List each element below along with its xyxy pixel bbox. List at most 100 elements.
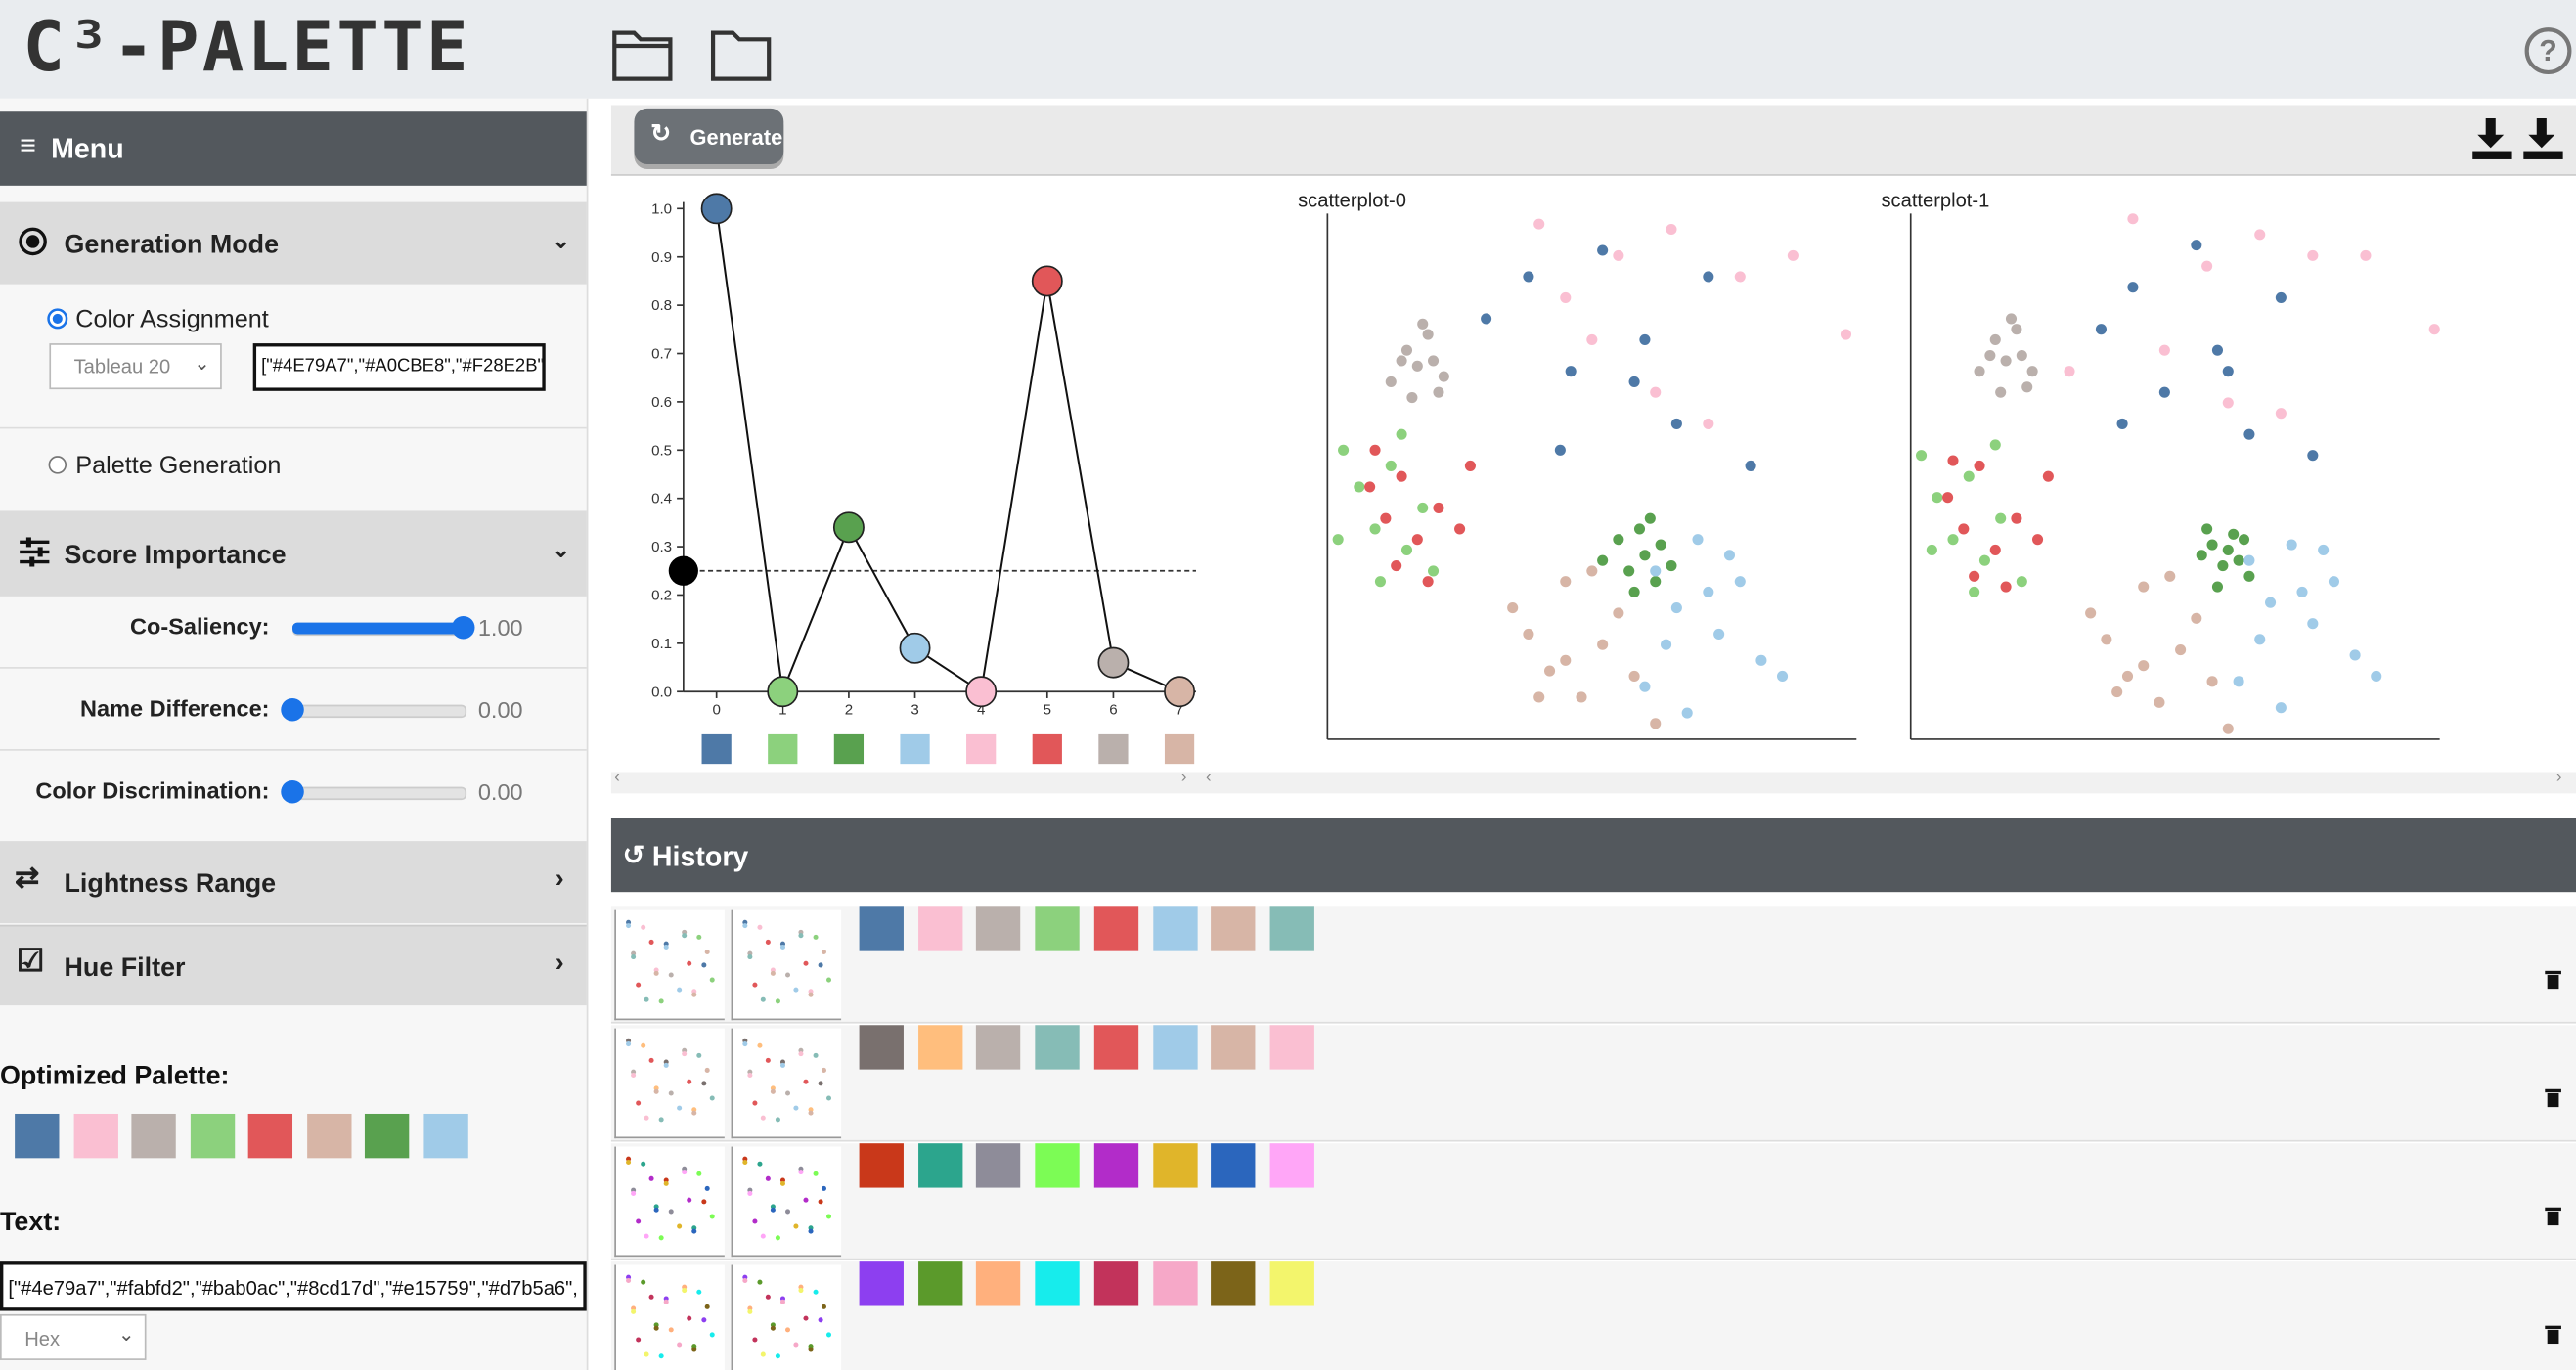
x-tick-label: 3 [910, 702, 918, 719]
slider-thumb[interactable] [281, 779, 304, 804]
color-swatch [1032, 733, 1062, 765]
point [2222, 366, 2234, 377]
history-row[interactable] [610, 1261, 2576, 1370]
palette-select[interactable]: Tableau 20 ⌄ [49, 343, 222, 390]
logo[interactable]: C³-PALETTE [22, 6, 471, 88]
thumb-dot [779, 1177, 785, 1183]
trash-icon[interactable] [2545, 967, 2561, 990]
y-tick-label: 0.9 [651, 249, 672, 266]
thumb-dot [701, 962, 707, 968]
help-icon[interactable]: ? [2523, 26, 2572, 75]
thumb-dot [641, 924, 646, 930]
thumb-dot [631, 1187, 637, 1193]
swatch [917, 1025, 962, 1070]
thumb-dot [709, 1095, 715, 1101]
thumb-dot [668, 1327, 674, 1333]
thumb-dot [648, 1175, 654, 1181]
point [1650, 718, 1662, 729]
swatch [917, 1143, 962, 1188]
point [2211, 344, 2224, 356]
menu-header[interactable]: ≡ Menu [0, 111, 587, 186]
point [1411, 360, 1423, 372]
thumb-dot [775, 1235, 780, 1241]
point [1507, 602, 1519, 614]
section-header[interactable]: Score Importance ⌄ [0, 510, 587, 597]
thumb-dot [747, 1072, 753, 1079]
thumb-dot [663, 1180, 669, 1186]
swatch [1035, 1143, 1080, 1188]
thumb-dot [765, 1057, 771, 1063]
radio-label[interactable]: Palette Generation [75, 451, 282, 480]
thumb-dot [813, 934, 819, 940]
history-row[interactable] [610, 1143, 2576, 1260]
thumb-dot [644, 996, 649, 1002]
thumb-dot [770, 1088, 776, 1094]
score-point [832, 511, 865, 544]
thumb-dot [653, 1325, 659, 1331]
format-select[interactable]: Hex ⌄ [0, 1313, 147, 1360]
radio-label[interactable]: Color Assignment [75, 305, 269, 334]
history-row[interactable] [610, 1025, 2576, 1142]
trash-icon[interactable] [2545, 1085, 2561, 1108]
thumb-dot [631, 950, 637, 956]
point [1958, 523, 1970, 535]
thumb-dot [631, 1305, 637, 1311]
thumb-dot [709, 1332, 715, 1338]
file-icons[interactable] [611, 23, 776, 82]
section-header[interactable]: Generation Mode ⌄ [0, 201, 587, 285]
score-line [715, 208, 1180, 696]
palette-input[interactable]: ["#4E79A7","#A0CBE8","#F28E2B","# [252, 343, 546, 391]
thumb-dot [803, 1079, 809, 1084]
point [2233, 676, 2244, 687]
point [2254, 229, 2266, 241]
y-tick-label: 0.4 [651, 491, 672, 508]
text-output[interactable]: ["#4e79a7","#fabfd2","#bab0ac","#8cd17d"… [0, 1261, 587, 1311]
generate-button[interactable]: ↻ Generate [634, 108, 784, 164]
download-icons[interactable] [2469, 115, 2571, 164]
thumb-dot [821, 1185, 826, 1191]
point [1396, 470, 1407, 482]
trash-icon[interactable] [2545, 1322, 2561, 1345]
folder-icon[interactable] [710, 30, 772, 81]
section-header[interactable]: ☑ Hue Filter › [0, 924, 587, 1006]
thumb-dot [636, 1218, 642, 1224]
point [1713, 628, 1725, 640]
swatch [976, 1025, 1021, 1070]
thumb-dot [747, 1308, 753, 1314]
thumb-dot [658, 998, 664, 1004]
y-tick-label: 0.7 [651, 346, 672, 363]
open-icon[interactable] [612, 30, 673, 81]
thumb-dot [626, 919, 632, 925]
thumb-dot [636, 982, 642, 988]
radio[interactable] [46, 454, 69, 477]
trash-icon[interactable] [2545, 1204, 2561, 1226]
thumb-dot [798, 1170, 804, 1175]
divider [0, 749, 587, 751]
point [1554, 444, 1566, 456]
point [2095, 324, 2108, 335]
select-value: Hex [24, 1327, 61, 1350]
thumb-dot [687, 1197, 692, 1203]
thumb-dot [742, 1041, 748, 1047]
color-swatch [1164, 733, 1195, 765]
scrollbar[interactable]: ‹ › ‹ › [610, 769, 2576, 794]
point [1755, 654, 1767, 666]
slider-thumb[interactable] [281, 697, 304, 722]
point [1915, 450, 1928, 462]
radio-checked[interactable] [46, 307, 69, 331]
thumb-dot [770, 970, 776, 976]
thumb-dot [742, 1160, 748, 1166]
thumb-dot [658, 1235, 664, 1241]
slider-label: Color Discrimination: [35, 776, 270, 804]
thumbnail [731, 1264, 842, 1370]
section-header[interactable]: ⇄ Lightness Range › [0, 841, 587, 924]
point [1639, 681, 1651, 692]
point [1565, 366, 1577, 377]
point [1597, 554, 1609, 566]
point [1380, 512, 1392, 524]
thumb-dot [626, 923, 632, 929]
slider-thumb[interactable] [451, 615, 475, 640]
history-row[interactable] [610, 906, 2576, 1024]
point [1523, 628, 1534, 640]
point [1734, 576, 1746, 588]
